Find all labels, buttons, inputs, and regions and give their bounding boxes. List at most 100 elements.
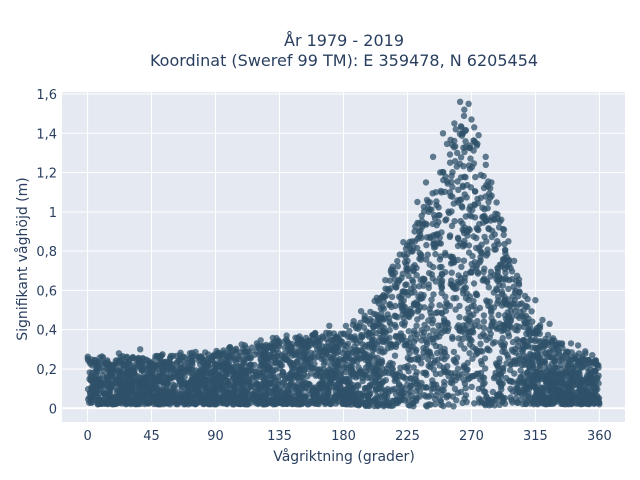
data-point xyxy=(430,291,437,298)
data-point xyxy=(408,238,416,245)
data-point xyxy=(549,400,557,407)
data-point xyxy=(416,388,423,395)
data-point xyxy=(475,385,482,393)
data-point xyxy=(187,356,194,363)
data-point xyxy=(245,367,253,374)
data-point xyxy=(472,173,479,181)
data-point xyxy=(423,234,431,241)
data-point xyxy=(459,183,467,191)
data-point xyxy=(386,326,393,334)
data-point xyxy=(472,351,480,358)
data-point xyxy=(211,385,218,392)
data-point xyxy=(579,353,586,360)
data-point xyxy=(431,211,438,219)
data-point xyxy=(559,344,566,352)
data-point xyxy=(191,389,198,396)
data-point xyxy=(140,383,148,390)
x-tick-label: 135 xyxy=(267,429,292,444)
data-point xyxy=(154,386,162,393)
data-point xyxy=(430,237,437,244)
data-point xyxy=(433,232,441,239)
data-point xyxy=(340,330,347,337)
data-point xyxy=(315,353,322,360)
data-point xyxy=(181,379,188,386)
data-point xyxy=(424,356,432,363)
y-tick-label: 0,2 xyxy=(36,363,57,378)
data-point xyxy=(323,383,331,391)
data-point xyxy=(574,357,581,365)
data-point xyxy=(206,391,213,398)
data-point xyxy=(465,100,472,108)
data-point xyxy=(340,341,348,349)
data-point xyxy=(591,358,598,365)
data-point xyxy=(115,350,123,357)
data-point xyxy=(270,367,277,374)
data-point xyxy=(439,130,447,137)
data-point xyxy=(167,368,174,375)
data-point xyxy=(261,384,268,391)
data-point xyxy=(87,360,94,367)
data-point xyxy=(334,380,341,387)
data-point xyxy=(377,371,384,378)
data-point xyxy=(494,238,501,245)
data-point xyxy=(493,325,501,333)
data-point xyxy=(414,198,421,206)
x-tick-label: 225 xyxy=(395,429,420,444)
data-point xyxy=(391,377,398,384)
data-point xyxy=(462,392,470,399)
data-point xyxy=(173,360,180,367)
data-point xyxy=(402,281,409,289)
data-point xyxy=(436,302,443,309)
data-point xyxy=(365,333,373,340)
data-point xyxy=(509,388,516,395)
data-point xyxy=(391,275,399,283)
data-point xyxy=(433,198,440,205)
data-point xyxy=(464,372,472,380)
data-point xyxy=(223,400,230,407)
data-point xyxy=(493,199,500,206)
data-point xyxy=(170,392,177,399)
data-point xyxy=(230,374,237,381)
data-point xyxy=(369,337,376,345)
data-point xyxy=(443,216,450,223)
data-point xyxy=(376,320,383,328)
data-point xyxy=(483,394,490,401)
data-point xyxy=(305,360,312,367)
data-point xyxy=(126,361,133,368)
data-point xyxy=(241,387,248,395)
y-tick-label: 0,4 xyxy=(36,324,57,339)
y-tick-label: 0,8 xyxy=(36,245,57,260)
data-point xyxy=(592,367,599,375)
data-point xyxy=(427,392,435,399)
data-point xyxy=(474,200,482,207)
data-point xyxy=(498,288,505,295)
data-point xyxy=(528,358,535,365)
data-point xyxy=(423,338,431,346)
data-point xyxy=(541,359,548,366)
data-point xyxy=(103,391,111,398)
data-point xyxy=(533,400,541,407)
data-point xyxy=(289,400,296,407)
data-point xyxy=(493,286,501,294)
data-point xyxy=(178,370,185,377)
data-point xyxy=(288,362,295,369)
data-point xyxy=(286,388,293,396)
data-point xyxy=(282,373,289,380)
data-point xyxy=(499,348,506,355)
data-point xyxy=(382,339,389,346)
data-point xyxy=(193,399,200,406)
data-point xyxy=(164,377,171,385)
data-point xyxy=(455,186,462,193)
data-point xyxy=(398,396,405,404)
data-point xyxy=(243,398,251,405)
data-point xyxy=(273,346,280,353)
data-point xyxy=(461,284,468,292)
data-point xyxy=(477,194,485,201)
data-point xyxy=(564,348,571,356)
data-point xyxy=(139,374,146,382)
data-point xyxy=(440,176,447,184)
x-tick-label: 270 xyxy=(459,429,484,444)
data-point xyxy=(483,297,490,304)
data-point xyxy=(539,316,546,324)
data-point xyxy=(535,354,542,361)
